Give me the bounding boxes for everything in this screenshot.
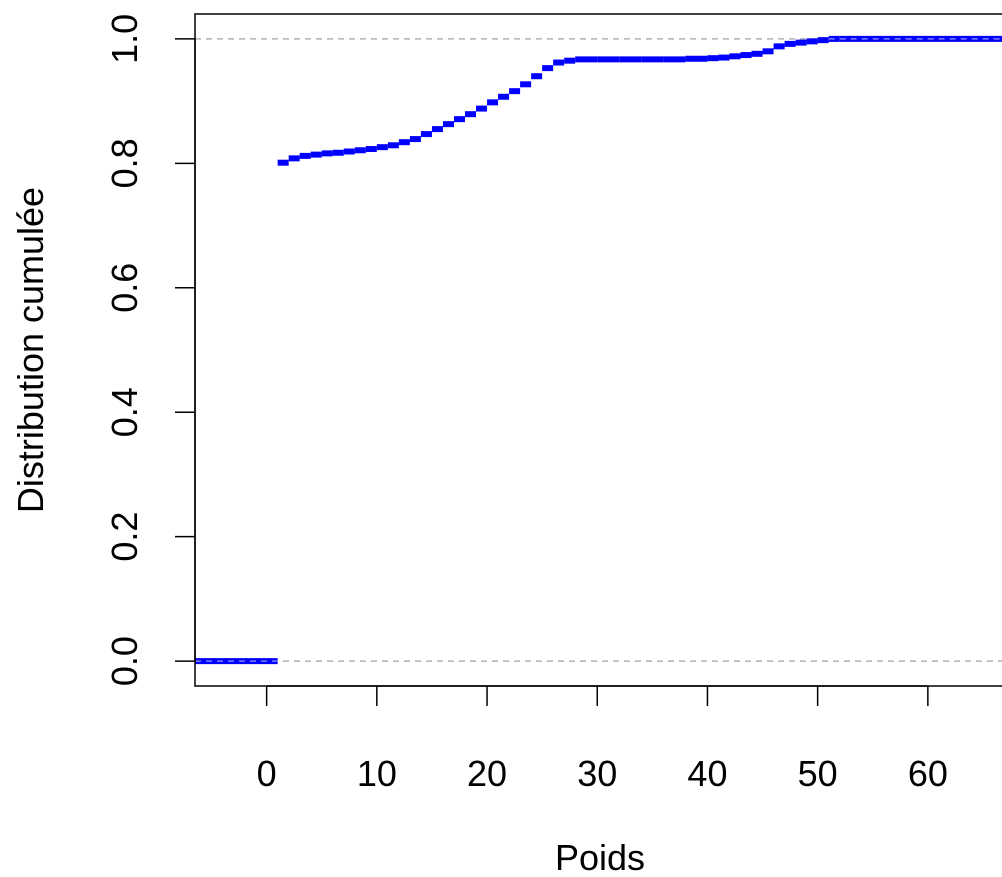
x-tick-label: 20 (467, 753, 507, 794)
x-tick-label: 60 (908, 753, 948, 794)
x-axis-title: Poids (555, 837, 645, 877)
x-tick-label: 50 (798, 753, 838, 794)
x-tick-label: 40 (687, 753, 727, 794)
y-axis-title: Distribution cumulée (10, 187, 51, 513)
x-tick-label: 0 (257, 753, 277, 794)
x-tick-label: 30 (577, 753, 617, 794)
y-tick-label: 0.8 (104, 138, 145, 188)
y-tick-label: 0.6 (104, 263, 145, 313)
x-tick-label: 10 (357, 753, 397, 794)
y-tick-label: 1.0 (104, 14, 145, 64)
y-tick-label: 0.4 (104, 387, 145, 437)
y-tick-label: 0.0 (104, 636, 145, 686)
plot-frame (194, 13, 1002, 687)
y-tick-label: 0.2 (104, 512, 145, 562)
